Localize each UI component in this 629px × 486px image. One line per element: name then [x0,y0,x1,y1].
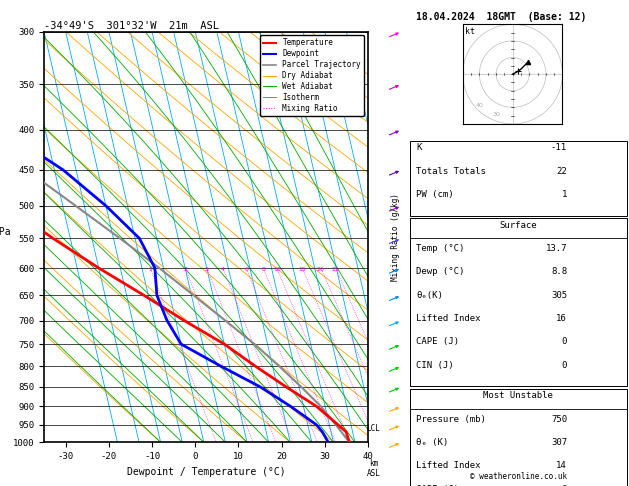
Text: K: K [416,143,422,153]
Text: 2: 2 [183,267,187,272]
Text: 3: 3 [205,267,209,272]
Text: Temp (°C): Temp (°C) [416,244,465,253]
Text: 0: 0 [562,485,567,486]
Text: θₑ(K): θₑ(K) [416,291,443,300]
Bar [410,389,626,486]
Text: 13.7: 13.7 [545,244,567,253]
Text: CAPE (J): CAPE (J) [416,337,459,347]
Text: LCL: LCL [367,424,381,433]
Text: 22: 22 [556,167,567,176]
Text: 15: 15 [298,267,306,272]
Text: 14: 14 [556,461,567,470]
Text: 16: 16 [556,314,567,323]
Bar [410,218,626,386]
Text: Mixing Ratio (g/kg): Mixing Ratio (g/kg) [391,193,399,281]
Text: 8: 8 [261,267,265,272]
Text: 40: 40 [476,104,484,108]
Legend: Temperature, Dewpoint, Parcel Trajectory, Dry Adiabat, Wet Adiabat, Isotherm, Mi: Temperature, Dewpoint, Parcel Trajectory… [260,35,364,116]
Text: Lifted Index: Lifted Index [416,314,481,323]
Text: Surface: Surface [499,221,537,230]
Text: 1: 1 [148,267,152,272]
Text: kt: kt [465,27,475,36]
Text: 1: 1 [562,190,567,199]
Text: Most Unstable: Most Unstable [483,391,554,400]
Text: 0: 0 [562,337,567,347]
Text: 25: 25 [331,267,340,272]
Text: CAPE (J): CAPE (J) [416,485,459,486]
Text: km
ASL: km ASL [367,459,381,478]
Text: 18.04.2024  18GMT  (Base: 12): 18.04.2024 18GMT (Base: 12) [416,12,587,22]
Text: © weatheronline.co.uk: © weatheronline.co.uk [470,472,567,481]
Text: -11: -11 [551,143,567,153]
X-axis label: Dewpoint / Temperature (°C): Dewpoint / Temperature (°C) [126,467,286,477]
Text: 307: 307 [551,438,567,447]
Text: 30: 30 [493,112,501,117]
Text: 4: 4 [221,267,225,272]
Text: Totals Totals: Totals Totals [416,167,486,176]
Text: PW (cm): PW (cm) [416,190,454,199]
Text: 10: 10 [273,267,281,272]
Text: 8.8: 8.8 [551,267,567,277]
Text: 750: 750 [551,415,567,424]
Text: Dewp (°C): Dewp (°C) [416,267,465,277]
Text: 20: 20 [317,267,325,272]
Text: Lifted Index: Lifted Index [416,461,481,470]
Bar [410,141,626,216]
Text: θₑ (K): θₑ (K) [416,438,448,447]
Text: -34°49'S  301°32'W  21m  ASL: -34°49'S 301°32'W 21m ASL [44,21,219,31]
Text: Pressure (mb): Pressure (mb) [416,415,486,424]
Text: 305: 305 [551,291,567,300]
Text: 6: 6 [244,267,248,272]
Y-axis label: hPa: hPa [0,227,11,237]
Text: 0: 0 [562,361,567,370]
Text: CIN (J): CIN (J) [416,361,454,370]
